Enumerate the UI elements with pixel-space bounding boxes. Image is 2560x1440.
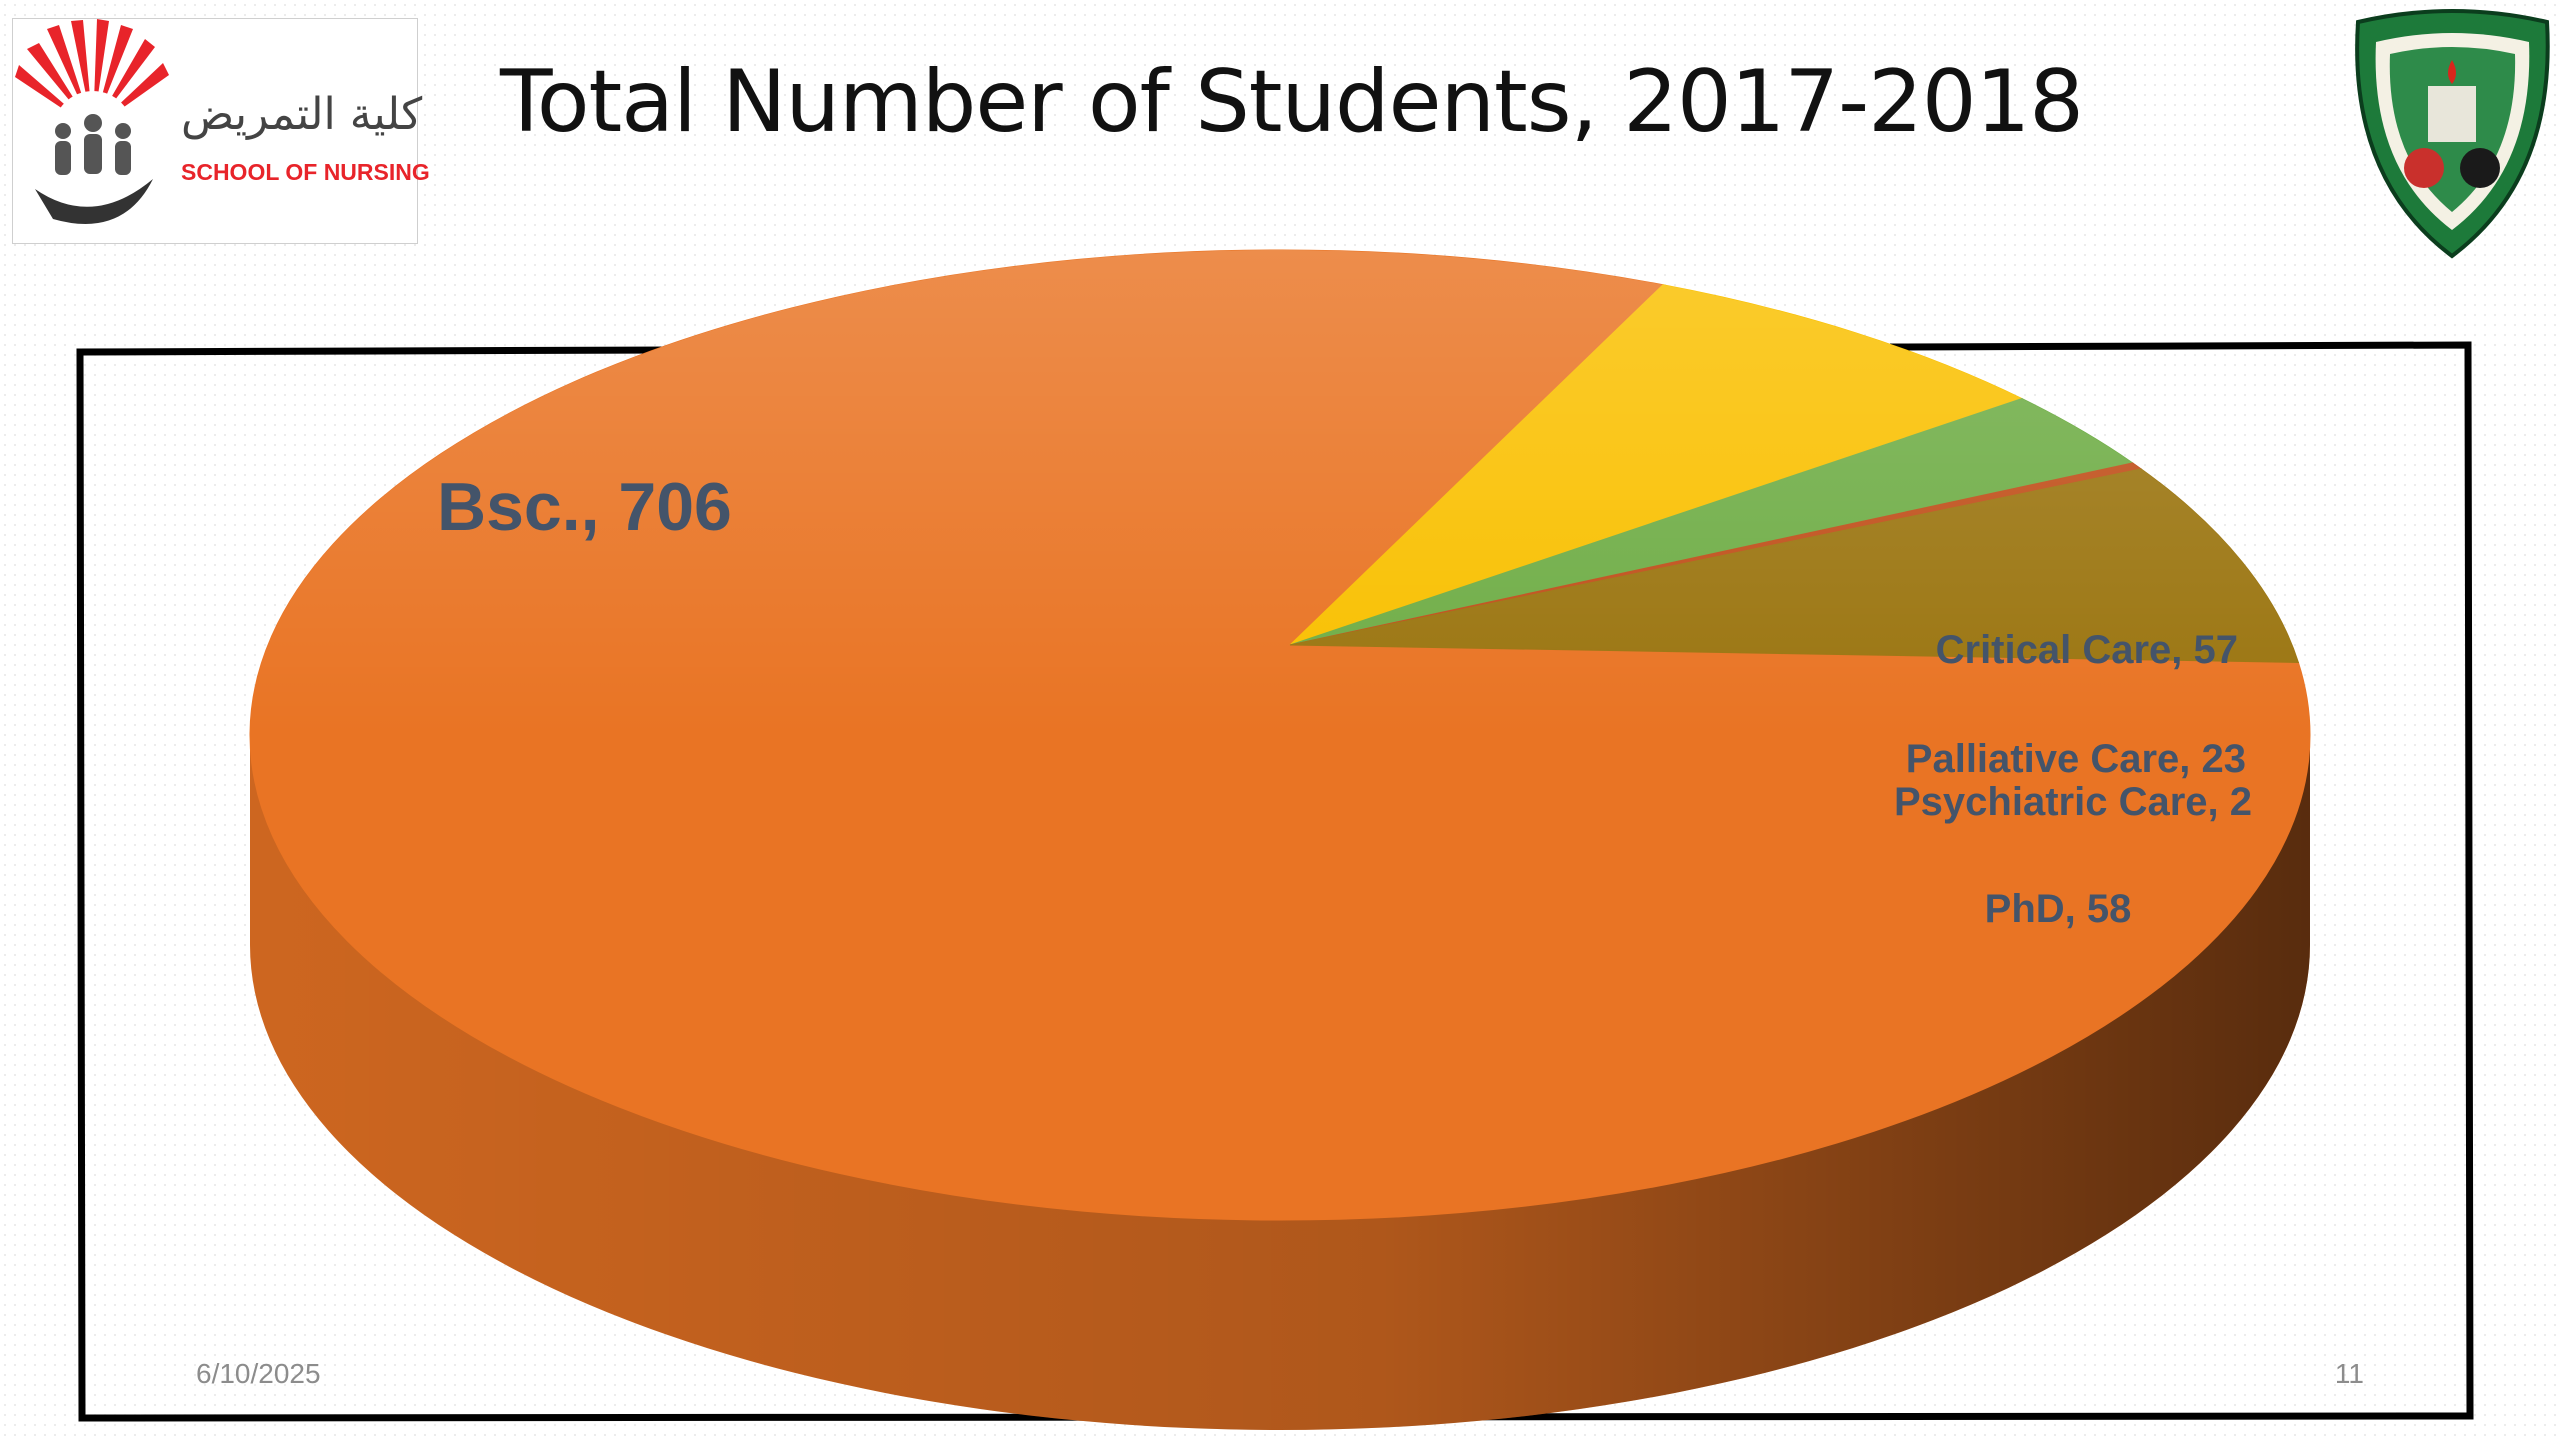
footer-page-number: 11: [2334, 1358, 2364, 1389]
data-label-critical-care: Critical Care, 57: [1936, 628, 2238, 672]
data-label-bsc: Bsc., 706: [437, 469, 732, 545]
data-label-phd: PhD, 58: [1985, 887, 2132, 931]
pie-top-sheen: [250, 250, 2310, 1220]
footer-date: 6/10/2025: [196, 1358, 321, 1389]
pie-labels: Bsc., 706 Critical Care, 57 Palliative Car…: [437, 469, 2252, 931]
logo-arabic-text: كلية التمريض: [181, 89, 423, 140]
data-label-psychiatric-care: Psychiatric Care, 2: [1894, 780, 2252, 824]
data-label-palliative-care: Palliative Care, 23: [1906, 737, 2246, 781]
school-of-nursing-logo: كلية التمريض SCHOOL OF NURSING: [12, 18, 430, 244]
logo-english-text: SCHOOL OF NURSING: [181, 159, 430, 185]
pie-side-shade: [250, 735, 2310, 1430]
pie-sides: [250, 735, 2310, 1430]
slide-title: Total Number of Students, 2017-2018: [500, 52, 2084, 152]
university-seal-icon: [2355, 9, 2550, 259]
nursing-emblem-icon: [15, 19, 169, 224]
